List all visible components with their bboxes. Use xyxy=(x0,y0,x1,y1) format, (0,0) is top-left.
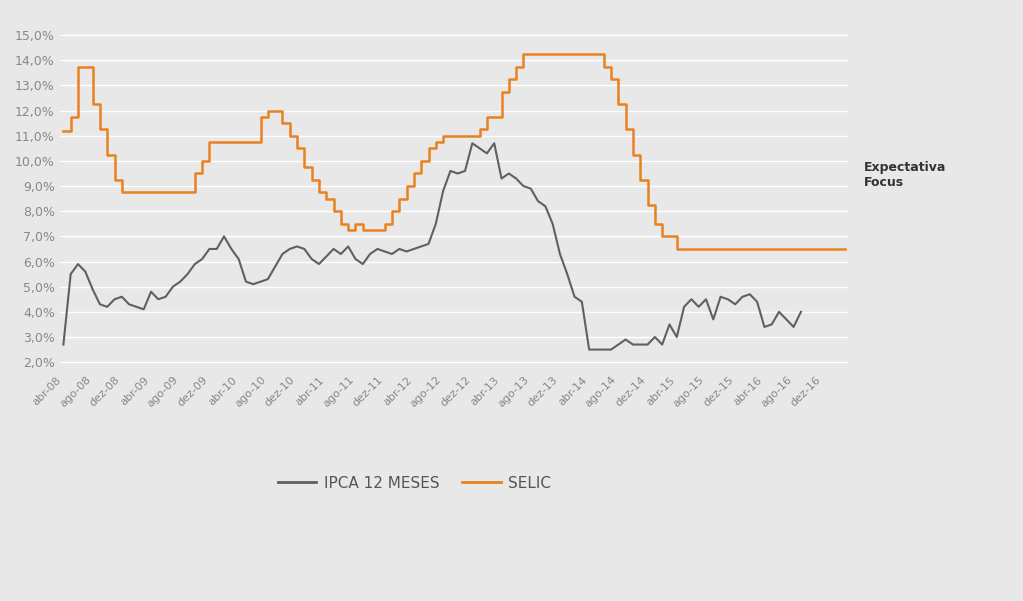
Legend: IPCA 12 MESES, SELIC: IPCA 12 MESES, SELIC xyxy=(272,469,558,497)
Text: Expectativa
Focus: Expectativa Focus xyxy=(864,160,946,189)
